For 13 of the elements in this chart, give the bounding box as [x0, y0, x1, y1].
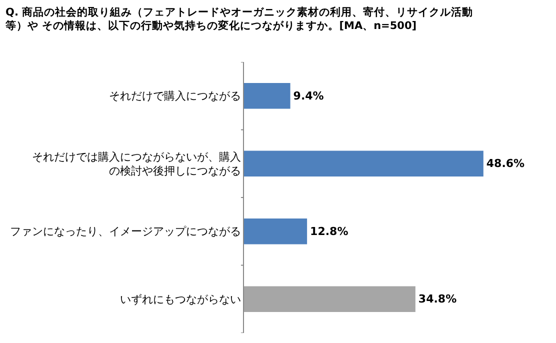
data-label: 34.8% — [418, 292, 457, 306]
data-label: 9.4% — [293, 89, 324, 102]
y-tick-label: いずれにもつながらない — [120, 292, 241, 306]
bar — [244, 83, 290, 109]
data-label: 12.8% — [310, 224, 348, 238]
bar — [244, 286, 416, 312]
bar — [244, 150, 484, 176]
chart-title: Q. 商品の社会的取り組み（フェアトレードやオーガニック素材の利用、寄付、リサイクル活動等）や その情報は、以下の行動や気持ちの変化につながりますか。[MA、n=500] — [4, 5, 474, 32]
data-label: 48.6% — [486, 157, 525, 170]
bar — [244, 218, 308, 244]
y-tick-label: それだけで購入につながる — [108, 90, 241, 103]
y-tick-label: ファンになったり、イメージアップにつながる — [10, 225, 241, 238]
y-tick-label: それだけでは購入につながらないが、購入の検討や後押しにつながる — [32, 150, 241, 178]
